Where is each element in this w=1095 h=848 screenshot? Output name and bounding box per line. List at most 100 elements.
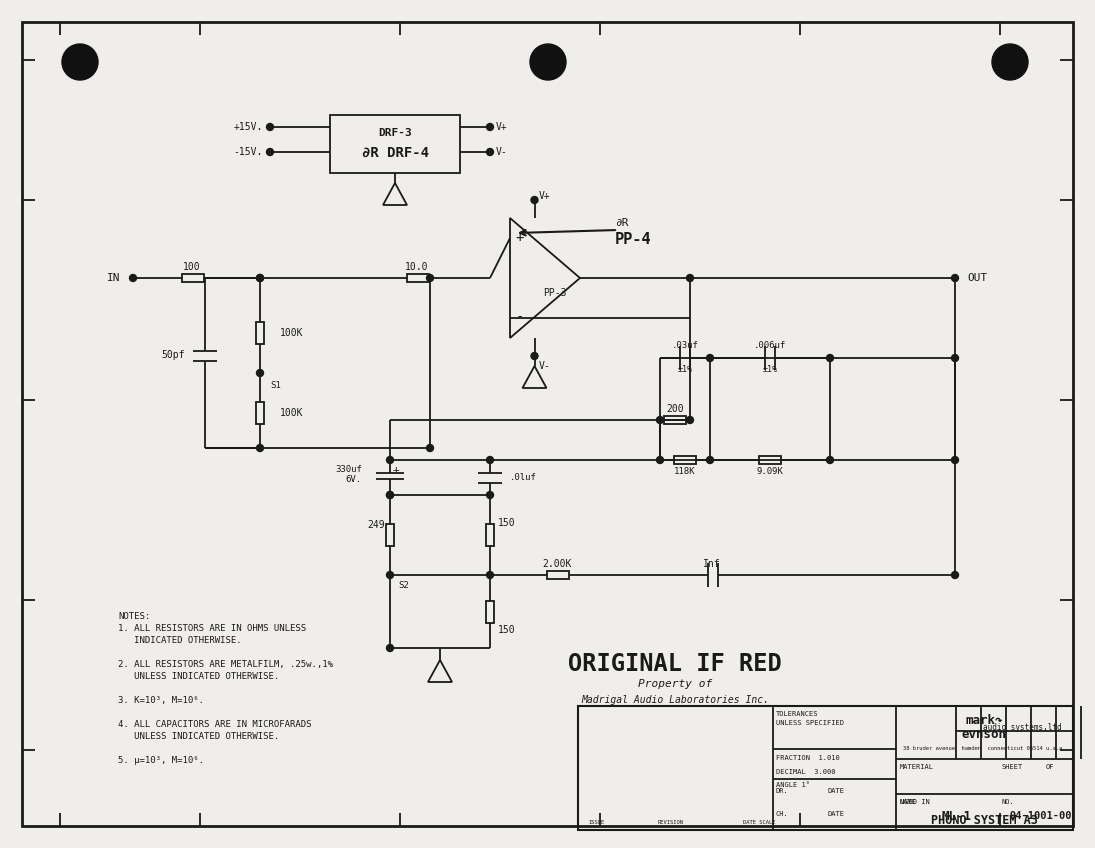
Text: evnson: evnson	[963, 728, 1007, 740]
Text: S2: S2	[397, 581, 408, 589]
Text: 1. ALL RESISTORS ARE IN OHMS UNLESS: 1. ALL RESISTORS ARE IN OHMS UNLESS	[118, 624, 307, 633]
Text: 38 bruder avenue  hamden  connecticut 06514 u.s.a.: 38 bruder avenue hamden connecticut 0651…	[903, 745, 1065, 750]
Circle shape	[387, 492, 393, 499]
Text: ∂R: ∂R	[615, 218, 629, 228]
Text: DATE: DATE	[828, 811, 845, 817]
Text: DATE SCALE: DATE SCALE	[744, 819, 775, 824]
Text: DRF-3: DRF-3	[378, 128, 412, 138]
Text: INDICATED OTHERWISE.: INDICATED OTHERWISE.	[118, 636, 242, 645]
Text: SHEET: SHEET	[1001, 764, 1023, 770]
Text: ∂R DRF-4: ∂R DRF-4	[361, 146, 428, 160]
Text: audio systems,ltd: audio systems,ltd	[983, 722, 1062, 732]
Circle shape	[486, 572, 494, 578]
Text: OUT: OUT	[967, 273, 988, 283]
Text: 10.0: 10.0	[405, 262, 429, 272]
Circle shape	[992, 44, 1028, 80]
Text: 200: 200	[666, 404, 683, 414]
Text: 118K: 118K	[675, 467, 695, 477]
Circle shape	[657, 456, 664, 464]
Circle shape	[827, 354, 833, 361]
Circle shape	[426, 275, 434, 282]
Circle shape	[387, 492, 393, 499]
Bar	[675, 456, 696, 464]
Bar	[256, 322, 264, 344]
Text: 249: 249	[368, 520, 385, 530]
Text: UNLESS SPECIFIED: UNLESS SPECIFIED	[776, 720, 844, 726]
Text: FRACTION  1.010: FRACTION 1.010	[776, 755, 840, 761]
Text: ORIGINAL IF RED: ORIGINAL IF RED	[568, 652, 782, 676]
Text: ANGLE 1°: ANGLE 1°	[776, 782, 810, 788]
Circle shape	[706, 354, 714, 361]
Text: USED IN: USED IN	[900, 799, 930, 805]
Circle shape	[266, 148, 274, 155]
Circle shape	[256, 275, 264, 282]
Text: 2. ALL RESISTORS ARE METALFILM, .25w.,1%: 2. ALL RESISTORS ARE METALFILM, .25w.,1%	[118, 660, 333, 669]
Circle shape	[387, 572, 393, 578]
Text: 100K: 100K	[280, 408, 303, 418]
Text: PP-3: PP-3	[543, 288, 567, 298]
Text: mark↷: mark↷	[966, 713, 1003, 727]
Circle shape	[952, 456, 958, 464]
Circle shape	[827, 456, 833, 464]
Text: .0luf: .0luf	[510, 472, 537, 482]
Text: PP-4: PP-4	[615, 232, 652, 248]
Circle shape	[530, 44, 566, 80]
Circle shape	[531, 353, 538, 360]
Circle shape	[486, 148, 494, 155]
Text: V-: V-	[539, 361, 551, 371]
Text: +15V.: +15V.	[233, 122, 263, 132]
Circle shape	[952, 354, 958, 361]
Bar	[387, 524, 394, 546]
Text: V+: V+	[539, 191, 551, 201]
Circle shape	[706, 456, 714, 464]
Text: TOLERANCES: TOLERANCES	[776, 711, 818, 717]
Text: -: -	[516, 311, 525, 325]
Circle shape	[256, 370, 264, 377]
Text: V-: V-	[496, 147, 508, 157]
Text: 150: 150	[498, 518, 516, 528]
Text: NOTES:: NOTES:	[118, 612, 150, 621]
Text: 150: 150	[498, 625, 516, 635]
Text: NAME: NAME	[900, 799, 917, 805]
Text: 4. ALL CAPACITORS ARE IN MICROFARADS: 4. ALL CAPACITORS ARE IN MICROFARADS	[118, 720, 311, 729]
Circle shape	[687, 416, 693, 423]
Text: 9.09K: 9.09K	[757, 467, 783, 477]
Text: IN: IN	[106, 273, 120, 283]
Circle shape	[486, 456, 494, 464]
Text: 2.00K: 2.00K	[542, 559, 572, 569]
Text: ±1%: ±1%	[678, 365, 692, 375]
Text: 50pf: 50pf	[161, 350, 185, 360]
Bar	[330, 115, 460, 173]
Text: V+: V+	[496, 122, 508, 132]
Bar	[486, 524, 494, 546]
Bar	[578, 706, 1073, 830]
Text: 6V.: 6V.	[346, 476, 362, 484]
Bar	[486, 600, 494, 622]
Text: ISSUE: ISSUE	[588, 819, 604, 824]
Circle shape	[657, 416, 664, 423]
Circle shape	[486, 492, 494, 499]
Text: +: +	[393, 465, 400, 475]
Text: +: +	[516, 231, 525, 245]
Text: ML-1: ML-1	[941, 810, 971, 823]
Circle shape	[256, 275, 264, 282]
Text: -15V.: -15V.	[233, 147, 263, 157]
Text: 3. K=10³, M=10⁶.: 3. K=10³, M=10⁶.	[118, 696, 204, 705]
Text: REVISION: REVISION	[658, 819, 684, 824]
Text: 330uf: 330uf	[335, 465, 362, 473]
Text: .006uf: .006uf	[753, 341, 786, 349]
Circle shape	[256, 444, 264, 451]
Bar	[406, 274, 428, 282]
Text: 100K: 100K	[280, 328, 303, 338]
Bar	[546, 571, 568, 579]
Circle shape	[952, 275, 958, 282]
Text: 94-1001-00: 94-1001-00	[1010, 811, 1072, 821]
Bar	[759, 456, 781, 464]
Circle shape	[486, 124, 494, 131]
Text: MATERIAL: MATERIAL	[900, 764, 934, 770]
Text: Inf: Inf	[703, 559, 721, 569]
Circle shape	[129, 275, 137, 282]
Circle shape	[426, 444, 434, 451]
Text: 5. μ=10³, M=10⁶.: 5. μ=10³, M=10⁶.	[118, 756, 204, 765]
Text: Property of: Property of	[638, 679, 712, 689]
